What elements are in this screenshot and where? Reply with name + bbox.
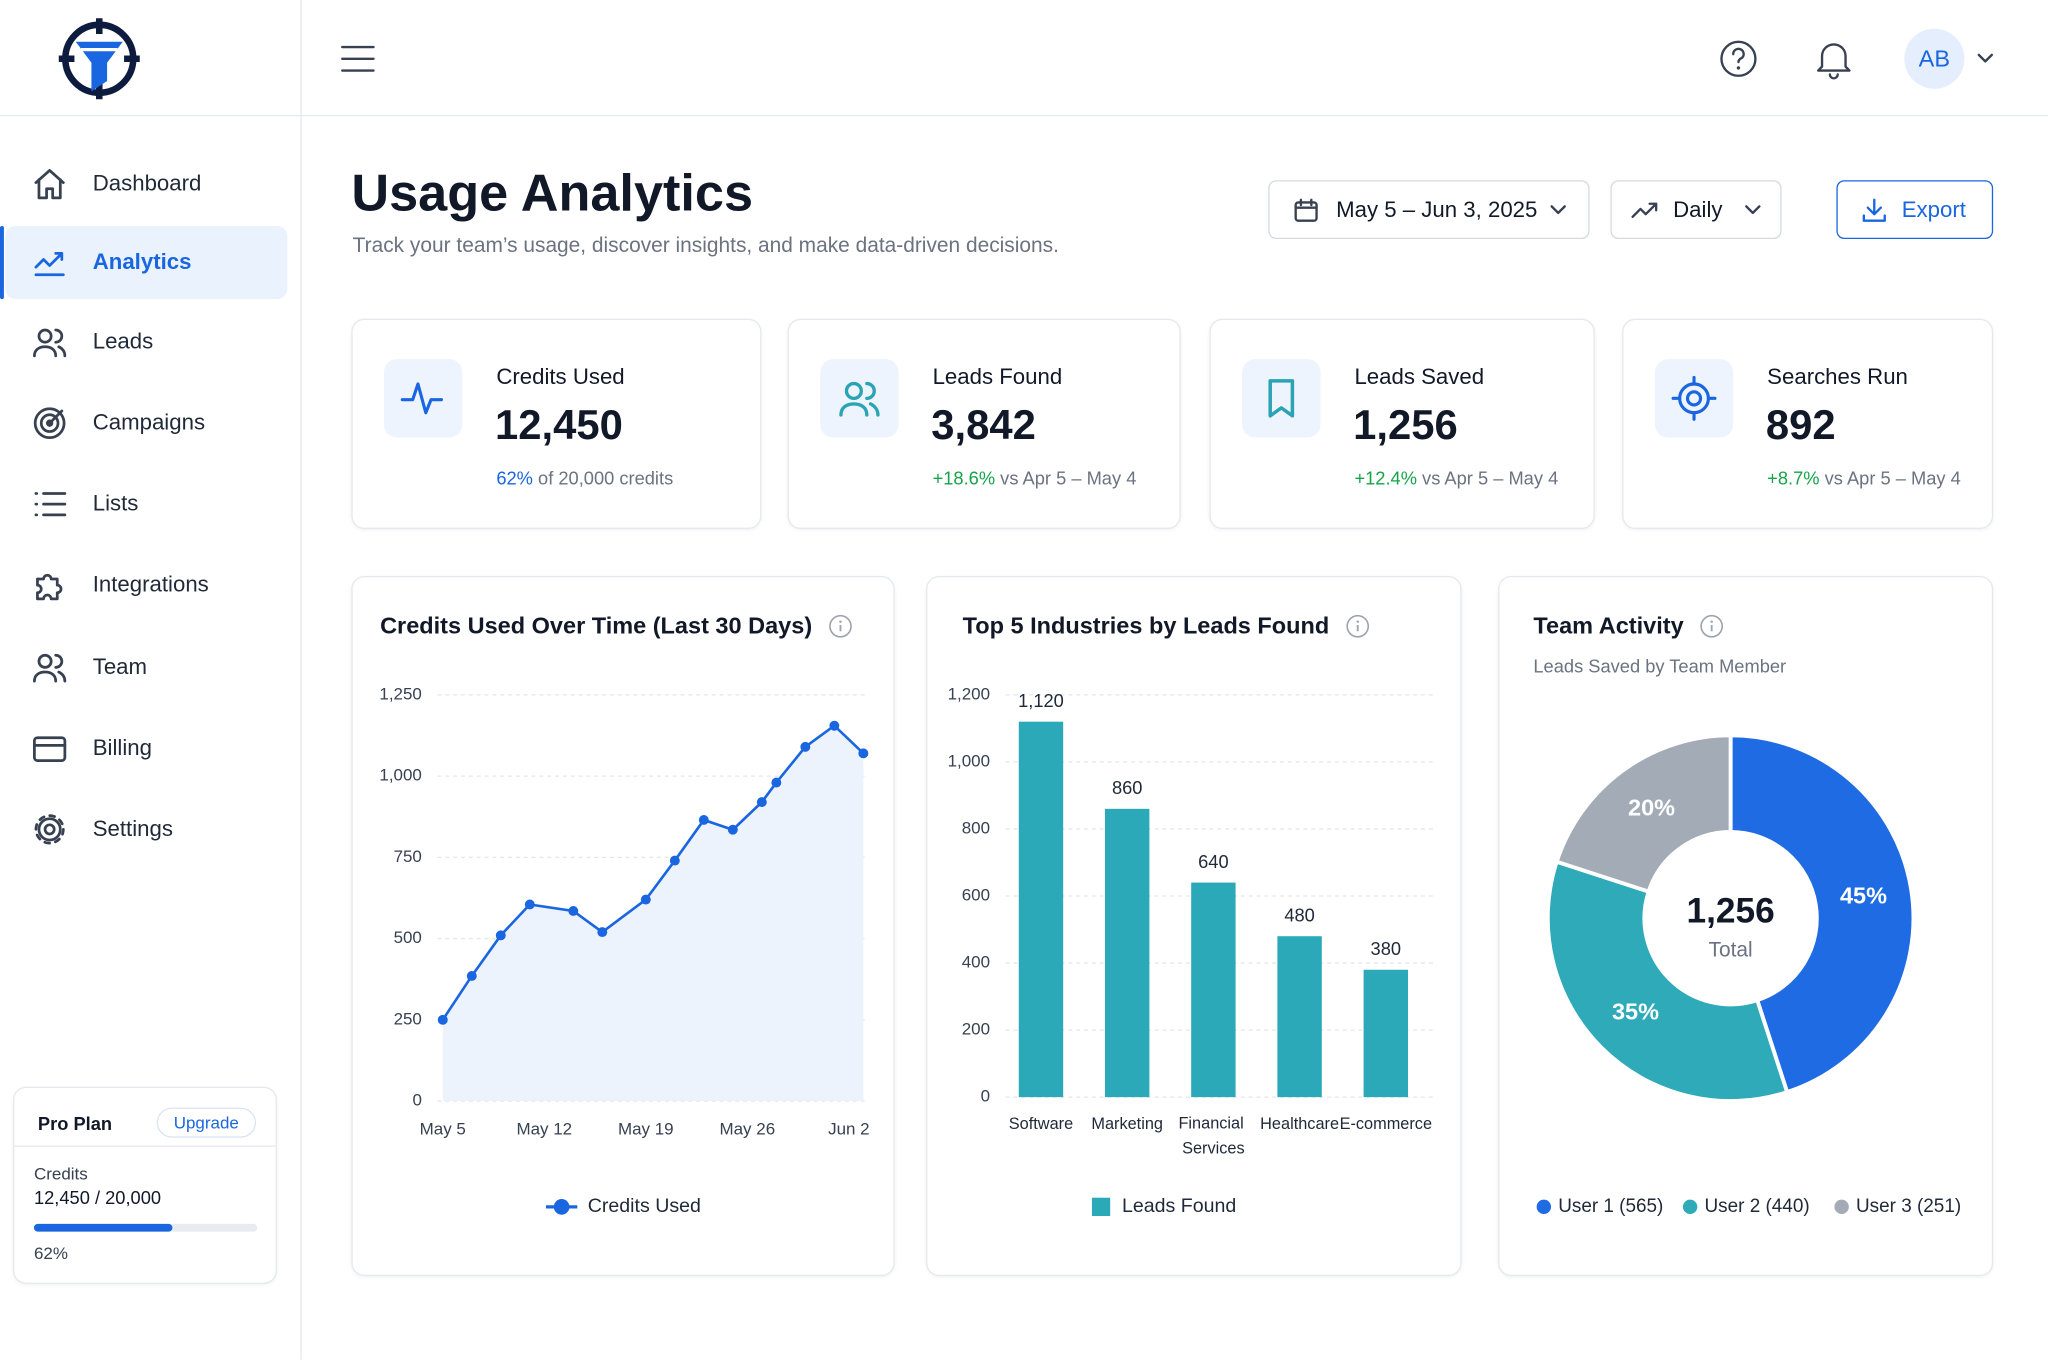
sidebar [0,0,302,1360]
stat-value: 3,842 [931,400,1036,448]
nav-item[interactable]: Settings [5,793,287,866]
info-icon[interactable] [828,614,853,639]
menu-button[interactable] [340,43,377,74]
stat-highlight: 62% [496,467,533,489]
upgrade-button[interactable]: Upgrade [156,1107,256,1138]
nav-item[interactable]: Lists [5,468,287,541]
notifications-button[interactable] [1814,38,1853,80]
nav-item[interactable]: Analytics [0,225,288,300]
stat-note-text: vs Apr 5 – May 4 [1422,467,1559,489]
stat-note: +18.6% vs Apr 5 – May 4 [933,468,1137,489]
chart-title: Team Activity [1533,612,1684,639]
stat-note-text: of 20,000 credits [538,467,674,489]
chart-title-row: Top 5 Industries by Leads Found [963,613,1370,640]
stat-value: 892 [1765,400,1836,448]
divider [14,1145,276,1147]
nav-label: Lists [92,491,139,516]
stat-card: Credits Used 12,450 62% of 20,000 credit… [351,318,762,529]
export-label: Export [1901,196,1966,222]
stat-icon [1654,359,1734,438]
help-button[interactable] [1719,39,1758,78]
plan-card: Pro Plan Upgrade Credits 12,450 / 20,000… [13,1086,277,1284]
stat-card: Searches Run 892 +8.7% vs Apr 5 – May 4 [1622,318,1994,529]
stat-label: Searches Run [1767,364,1908,390]
nav-label: Leads [92,329,154,354]
stat-note-text: vs Apr 5 – May 4 [1824,467,1961,489]
nav-label: Dashboard [92,171,202,196]
plan-name: Pro Plan [37,1112,113,1134]
nav-label: Campaigns [92,410,206,435]
nav-item[interactable]: Campaigns [5,387,287,460]
chart-subtitle: Leads Saved by Team Member [1533,655,1787,677]
interval: Daily [1673,196,1723,222]
progress-track [33,1223,258,1232]
chart-title: Top 5 Industries by Leads Found [962,612,1330,639]
info-icon[interactable] [1699,614,1724,639]
stat-icon [820,359,899,438]
stat-highlight: +12.4% [1354,467,1417,489]
nav-label: Billing [92,735,152,761]
stat-highlight: +8.7% [1767,467,1820,489]
stat-value: 12,450 [495,400,623,448]
chart-card: Credits Used Over Time (Last 30 Days) [351,575,895,1277]
stat-card: Leads Saved 1,256 +12.4% vs Apr 5 – May … [1209,318,1595,529]
interval-select[interactable]: Daily [1610,180,1782,240]
avatar-initials: AB [1918,45,1951,72]
nav-label: Integrations [92,572,209,597]
stat-icon [1242,359,1321,438]
stat-note-text: vs Apr 5 – May 4 [1000,467,1137,489]
credits-label: Credits [33,1163,88,1184]
info-icon[interactable] [1345,614,1370,639]
stat-label: Leads Found [932,364,1063,390]
stat-label: Credits Used [496,364,625,390]
date-range-picker[interactable]: May 5 – Jun 3, 2025 [1268,180,1590,240]
nav-label: Team [92,654,148,680]
stat-note: +12.4% vs Apr 5 – May 4 [1354,468,1558,489]
progress-fill [33,1223,173,1232]
header-divider [0,114,2048,117]
date-range: May 5 – Jun 3, 2025 [1336,196,1538,222]
stat-label: Leads Saved [1354,364,1485,390]
chart-card: Top 5 Industries by Leads Found [926,575,1462,1277]
stat-icon [383,359,463,438]
stat-highlight: +18.6% [932,467,996,489]
stat-card: Leads Found 3,842 +18.6% vs Apr 5 – May … [787,318,1181,529]
nav-label: Settings [92,816,173,842]
export-button[interactable]: Export [1836,180,1994,240]
page-subtitle: Track your team’s usage, discover insigh… [352,235,1059,258]
nav-item[interactable]: Team [5,631,287,704]
nav-item[interactable]: Dashboard [5,148,287,221]
nav-item[interactable]: Leads [5,306,287,379]
logo[interactable] [56,16,142,102]
nav-item[interactable]: Integrations [5,549,287,622]
nav-label: Analytics [92,249,192,275]
stat-note: 62% of 20,000 credits [496,468,673,489]
avatar[interactable]: AB [1904,28,1965,89]
chart-title-row: Team Activity [1533,613,1724,640]
stat-value: 1,256 [1353,400,1458,448]
page-title: Usage Analytics [351,164,754,223]
nav-item[interactable]: Billing [5,712,287,785]
chart-title: Credits Used Over Time (Last 30 Days) [380,612,813,639]
stat-note: +8.7% vs Apr 5 – May 4 [1767,468,1961,489]
chart-title-row: Credits Used Over Time (Last 30 Days) [380,613,853,640]
progress-label: 62% [33,1243,68,1264]
credits-value: 12,450 / 20,000 [33,1187,162,1209]
chart-card: Team Activity Leads Saved by Team Member [1498,575,1994,1277]
account-menu-chevron[interactable] [1976,50,1994,68]
